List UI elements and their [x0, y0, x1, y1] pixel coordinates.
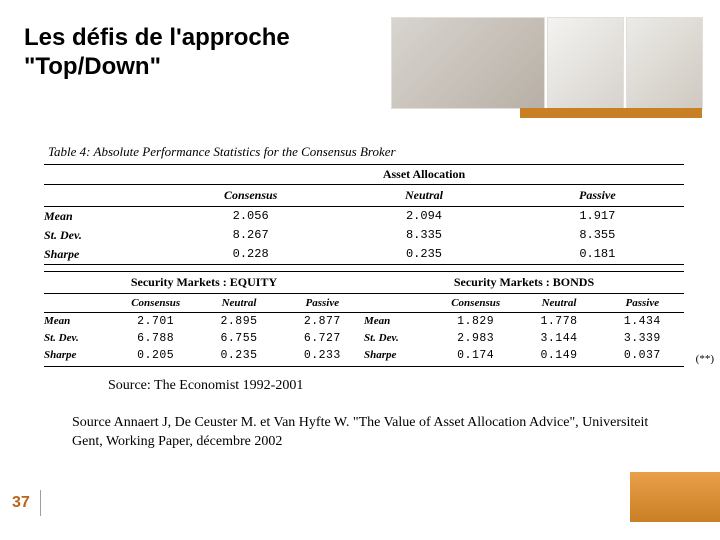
right-half: Security Markets : BONDS [364, 272, 684, 293]
table-row: St. Dev. 8.267 8.335 8.355 [44, 226, 684, 245]
cell: 1.829 [434, 315, 517, 328]
table-row: St. Dev. 6.788 6.755 6.727 St. Dev. 2.98… [44, 330, 684, 347]
cell: 0.037 [601, 349, 684, 362]
bottom-accent-block [630, 472, 720, 522]
cell: 2.983 [434, 332, 517, 345]
row-label: Mean [44, 209, 164, 224]
cell: 1.778 [517, 315, 600, 328]
lower-table: Security Markets : EQUITY Security Marke… [44, 271, 684, 367]
header-image-people [392, 18, 544, 108]
table-caption: Table 4: Absolute Performance Statistics… [44, 144, 684, 160]
title-line2: "Top/Down" [24, 53, 290, 82]
header-images [392, 18, 702, 108]
row-label: Mean [44, 315, 114, 328]
source-line-2: Source Annaert J, De Ceuster M. et Van H… [72, 414, 664, 452]
page-number-separator [40, 490, 41, 516]
lower-group-header-row: Security Markets : EQUITY Security Marke… [44, 271, 684, 294]
col-header: Consensus [164, 185, 337, 206]
cell: 8.355 [511, 228, 684, 243]
page-number: 37 [12, 494, 30, 512]
table-note: (**) [696, 353, 714, 365]
row-label: St. Dev. [364, 332, 434, 345]
cell: 0.205 [114, 349, 197, 362]
col-header: Neutral [517, 294, 600, 312]
lower-column-headers: Consensus Neutral Passive Consensus Neut… [44, 294, 684, 313]
row-label: Mean [364, 315, 434, 328]
lower-right-group-header: Security Markets : BONDS [364, 272, 684, 293]
row-label: St. Dev. [44, 332, 114, 345]
row-label: Sharpe [44, 247, 164, 262]
cell: 2.094 [337, 209, 510, 224]
header-image-chair2 [627, 18, 702, 108]
cell: 6.755 [197, 332, 280, 345]
col-header: Passive [281, 294, 364, 312]
lower-body: Mean 2.701 2.895 2.877 Mean 1.829 1.778 … [44, 313, 684, 367]
cell: 0.181 [511, 247, 684, 262]
table-row: Sharpe 0.228 0.235 0.181 [44, 245, 684, 264]
slide: Les défis de l'approche "Top/Down" Table… [0, 0, 720, 540]
cell: 0.149 [517, 349, 600, 362]
cell: 2.056 [164, 209, 337, 224]
cell: 0.174 [434, 349, 517, 362]
cell: 1.434 [601, 315, 684, 328]
cell: 8.335 [337, 228, 510, 243]
row-label: Sharpe [364, 349, 434, 362]
lower-left-group-header: Security Markets : EQUITY [44, 272, 364, 293]
col-header: Neutral [337, 185, 510, 206]
source-line-1: Source: The Economist 1992-2001 [108, 378, 303, 394]
upper-group-header: Asset Allocation [164, 165, 684, 184]
cell: 0.228 [164, 247, 337, 262]
col-header: Consensus [114, 294, 197, 312]
cell: 3.144 [517, 332, 600, 345]
cell: 6.788 [114, 332, 197, 345]
cell: 8.267 [164, 228, 337, 243]
title-line1: Les défis de l'approche [24, 24, 290, 53]
tables-region: Table 4: Absolute Performance Statistics… [44, 144, 684, 367]
header-image-chair1 [548, 18, 623, 108]
cell: 0.233 [281, 349, 364, 362]
right-cols: Consensus Neutral Passive [364, 294, 684, 312]
stub [44, 165, 164, 184]
stub [44, 294, 114, 312]
col-header: Neutral [197, 294, 280, 312]
cell: 6.727 [281, 332, 364, 345]
table-row: Sharpe 0.205 0.235 0.233 Sharpe 0.174 0.… [44, 347, 684, 364]
table-row: Mean 2.701 2.895 2.877 Mean 1.829 1.778 … [44, 313, 684, 330]
col-header: Consensus [434, 294, 517, 312]
table-row: Mean 2.056 2.094 1.917 [44, 207, 684, 226]
left-half: Security Markets : EQUITY [44, 272, 364, 293]
cell: 2.895 [197, 315, 280, 328]
cell: 2.701 [114, 315, 197, 328]
slide-title: Les défis de l'approche "Top/Down" [24, 24, 290, 82]
upper-body: Mean 2.056 2.094 1.917 St. Dev. 8.267 8.… [44, 207, 684, 264]
cell: 2.877 [281, 315, 364, 328]
row-label: St. Dev. [44, 228, 164, 243]
left-cols: Consensus Neutral Passive [44, 294, 364, 312]
rule [44, 264, 684, 265]
cell: 0.235 [337, 247, 510, 262]
cell: 0.235 [197, 349, 280, 362]
stub [44, 185, 164, 206]
cell: 1.917 [511, 209, 684, 224]
col-header: Passive [511, 185, 684, 206]
upper-group-header-row: Asset Allocation [44, 165, 684, 185]
row-label: Sharpe [44, 349, 114, 362]
cell: 3.339 [601, 332, 684, 345]
upper-column-headers: Consensus Neutral Passive [44, 185, 684, 207]
upper-table: Asset Allocation Consensus Neutral Passi… [44, 165, 684, 265]
header-accent-strip [520, 108, 702, 118]
stub [364, 294, 434, 312]
col-header: Passive [601, 294, 684, 312]
